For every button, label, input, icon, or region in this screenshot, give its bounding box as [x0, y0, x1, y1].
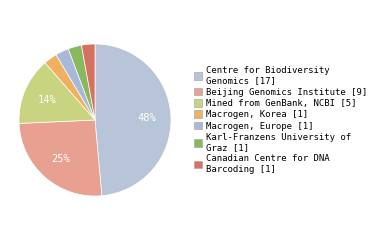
Wedge shape [68, 45, 95, 120]
Wedge shape [95, 44, 171, 196]
Wedge shape [19, 63, 95, 123]
Wedge shape [45, 55, 95, 120]
Wedge shape [56, 49, 95, 120]
Text: 14%: 14% [38, 95, 57, 105]
Text: 25%: 25% [52, 154, 70, 164]
Legend: Centre for Biodiversity
Genomics [17], Beijing Genomics Institute [9], Mined fro: Centre for Biodiversity Genomics [17], B… [194, 66, 367, 174]
Wedge shape [81, 44, 95, 120]
Text: 48%: 48% [137, 113, 156, 123]
Wedge shape [19, 120, 102, 196]
